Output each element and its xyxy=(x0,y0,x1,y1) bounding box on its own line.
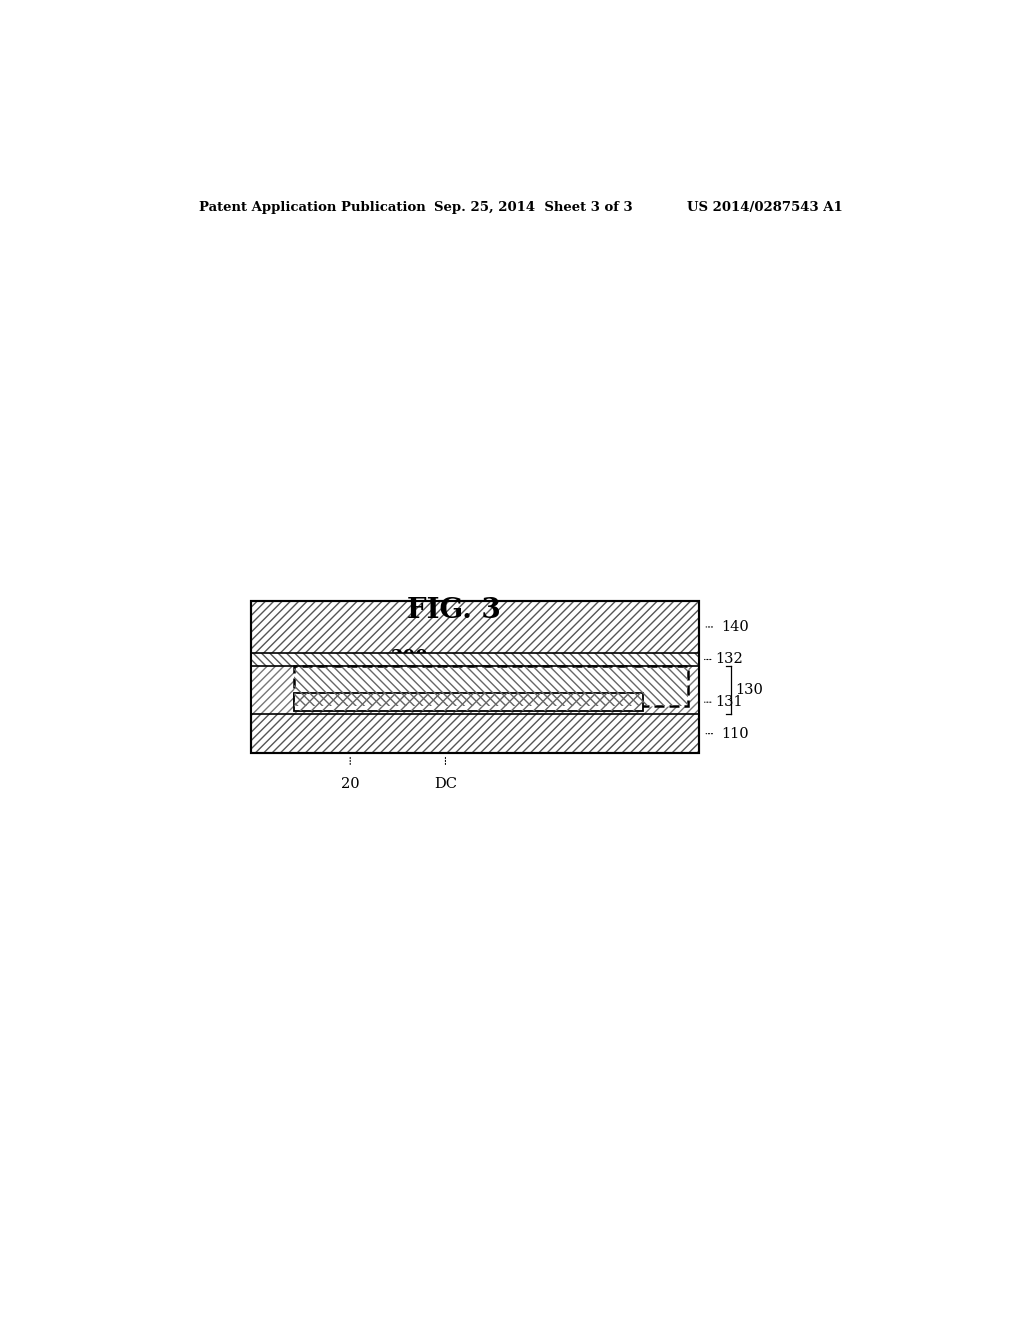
Text: 130: 130 xyxy=(735,682,763,697)
Bar xyxy=(294,693,643,711)
Text: 20: 20 xyxy=(341,777,359,792)
Text: Sep. 25, 2014  Sheet 3 of 3: Sep. 25, 2014 Sheet 3 of 3 xyxy=(433,201,632,214)
Text: FIG. 3: FIG. 3 xyxy=(407,597,501,624)
Text: Patent Application Publication: Patent Application Publication xyxy=(200,201,426,214)
Text: 110: 110 xyxy=(722,727,750,741)
Bar xyxy=(294,665,688,706)
Bar xyxy=(251,601,699,752)
Bar xyxy=(251,665,699,714)
Bar xyxy=(251,601,699,752)
Text: 200: 200 xyxy=(391,649,429,668)
Bar xyxy=(251,653,699,665)
Bar xyxy=(251,601,699,752)
Bar xyxy=(251,665,699,714)
Bar xyxy=(294,693,643,711)
Bar xyxy=(251,653,699,665)
Text: 140: 140 xyxy=(722,620,750,634)
Text: US 2014/0287543 A1: US 2014/0287543 A1 xyxy=(687,201,843,214)
Text: 131: 131 xyxy=(715,696,742,709)
Bar xyxy=(294,665,688,706)
Text: 132: 132 xyxy=(715,652,743,667)
Text: DC: DC xyxy=(434,777,457,792)
